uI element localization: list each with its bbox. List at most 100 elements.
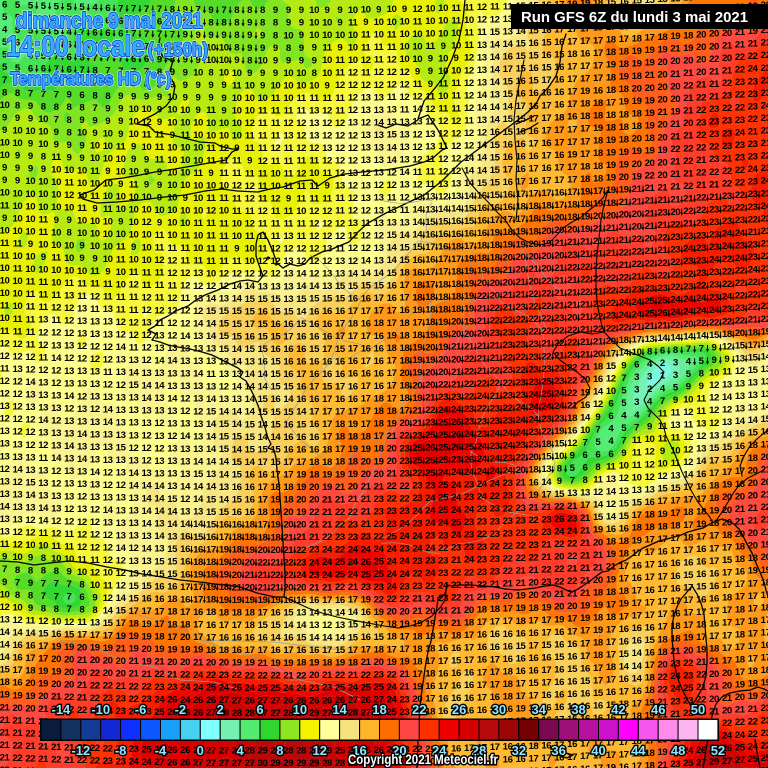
svg-text:15: 15 <box>206 507 217 518</box>
svg-text:22: 22 <box>683 658 693 669</box>
svg-text:22: 22 <box>709 167 719 178</box>
svg-text:13: 13 <box>141 368 151 379</box>
svg-text:18: 18 <box>322 457 333 468</box>
svg-text:16: 16 <box>374 343 384 354</box>
svg-text:29: 29 <box>296 758 306 768</box>
svg-text:9: 9 <box>196 42 201 53</box>
svg-text:24: 24 <box>696 306 707 317</box>
svg-text:9: 9 <box>144 92 149 103</box>
svg-text:12: 12 <box>451 128 461 139</box>
svg-text:17: 17 <box>722 467 732 478</box>
svg-text:24: 24 <box>477 441 488 452</box>
svg-text:21: 21 <box>451 555 462 566</box>
svg-text:20: 20 <box>683 55 693 66</box>
svg-text:9: 9 <box>28 101 33 112</box>
svg-text:15: 15 <box>219 344 230 355</box>
svg-text:9: 9 <box>247 30 252 41</box>
svg-text:13: 13 <box>77 479 87 490</box>
svg-text:15: 15 <box>219 432 230 443</box>
svg-text:9: 9 <box>92 203 97 214</box>
svg-text:14: 14 <box>154 494 165 505</box>
svg-text:27: 27 <box>154 757 164 768</box>
svg-text:16: 16 <box>309 357 319 368</box>
svg-text:21: 21 <box>619 235 630 246</box>
svg-text:4: 4 <box>28 38 34 49</box>
svg-text:5: 5 <box>92 15 98 26</box>
svg-text:13: 13 <box>129 506 139 517</box>
svg-text:7: 7 <box>196 5 201 16</box>
svg-text:25: 25 <box>761 753 768 764</box>
svg-text:21: 21 <box>270 557 281 568</box>
svg-text:48: 48 <box>671 743 685 758</box>
svg-text:17: 17 <box>477 692 487 703</box>
svg-text:12: 12 <box>335 218 345 229</box>
svg-text:12: 12 <box>399 92 409 103</box>
svg-text:8: 8 <box>276 743 283 758</box>
svg-text:24: 24 <box>348 544 359 555</box>
svg-text:14: 14 <box>477 90 488 101</box>
svg-text:23: 23 <box>709 242 719 253</box>
svg-text:24: 24 <box>399 531 410 542</box>
svg-text:15: 15 <box>722 455 733 466</box>
svg-text:17: 17 <box>335 407 345 418</box>
svg-text:26: 26 <box>452 702 466 717</box>
svg-text:25: 25 <box>748 754 759 765</box>
svg-text:23: 23 <box>632 284 642 295</box>
svg-text:22: 22 <box>206 670 216 681</box>
svg-text:19: 19 <box>361 444 371 455</box>
svg-text:23: 23 <box>761 126 768 137</box>
svg-text:17: 17 <box>541 176 551 187</box>
svg-text:12: 12 <box>361 55 371 66</box>
svg-text:19: 19 <box>219 545 229 556</box>
svg-text:18: 18 <box>735 629 746 640</box>
svg-text:13: 13 <box>309 118 319 129</box>
svg-text:20: 20 <box>451 329 461 340</box>
svg-text:13: 13 <box>309 620 319 631</box>
svg-text:25: 25 <box>438 505 449 516</box>
svg-text:12: 12 <box>25 427 35 438</box>
svg-text:10: 10 <box>25 176 35 187</box>
svg-text:15: 15 <box>735 341 746 352</box>
svg-text:15: 15 <box>670 483 681 494</box>
svg-text:13: 13 <box>116 392 126 403</box>
svg-text:10: 10 <box>116 267 126 278</box>
svg-text:16: 16 <box>593 374 603 385</box>
svg-text:9: 9 <box>428 66 433 77</box>
svg-text:13: 13 <box>0 614 9 625</box>
svg-text:8: 8 <box>183 42 189 53</box>
svg-text:17: 17 <box>193 632 203 643</box>
svg-text:11: 11 <box>39 277 49 288</box>
svg-text:15: 15 <box>116 443 127 454</box>
svg-text:10: 10 <box>12 602 22 613</box>
svg-text:12: 12 <box>129 280 139 291</box>
svg-text:21: 21 <box>77 655 88 666</box>
svg-text:14: 14 <box>283 394 294 405</box>
svg-text:22: 22 <box>374 594 384 605</box>
svg-text:17: 17 <box>619 611 629 622</box>
svg-text:24: 24 <box>180 695 191 706</box>
svg-text:21: 21 <box>580 249 591 260</box>
svg-text:17: 17 <box>657 534 667 545</box>
svg-text:10: 10 <box>387 4 397 15</box>
svg-text:22: 22 <box>670 282 680 293</box>
svg-text:19: 19 <box>296 507 306 518</box>
svg-text:21: 21 <box>722 66 733 77</box>
svg-text:13: 13 <box>761 389 768 400</box>
svg-text:23: 23 <box>399 468 409 479</box>
svg-text:9: 9 <box>221 105 226 116</box>
svg-text:21: 21 <box>735 516 746 527</box>
svg-text:16: 16 <box>528 766 538 768</box>
svg-text:25: 25 <box>348 758 359 768</box>
svg-text:8: 8 <box>312 68 318 79</box>
svg-text:15: 15 <box>645 635 656 646</box>
svg-text:9: 9 <box>79 153 84 164</box>
svg-text:22: 22 <box>12 753 22 764</box>
svg-text:16: 16 <box>554 87 564 98</box>
svg-text:21: 21 <box>451 618 462 629</box>
svg-text:0: 0 <box>197 743 204 758</box>
svg-text:11: 11 <box>0 363 10 374</box>
svg-text:22: 22 <box>451 568 461 579</box>
svg-text:17: 17 <box>761 615 768 626</box>
svg-text:17: 17 <box>541 678 551 689</box>
svg-text:-10: -10 <box>91 702 110 717</box>
